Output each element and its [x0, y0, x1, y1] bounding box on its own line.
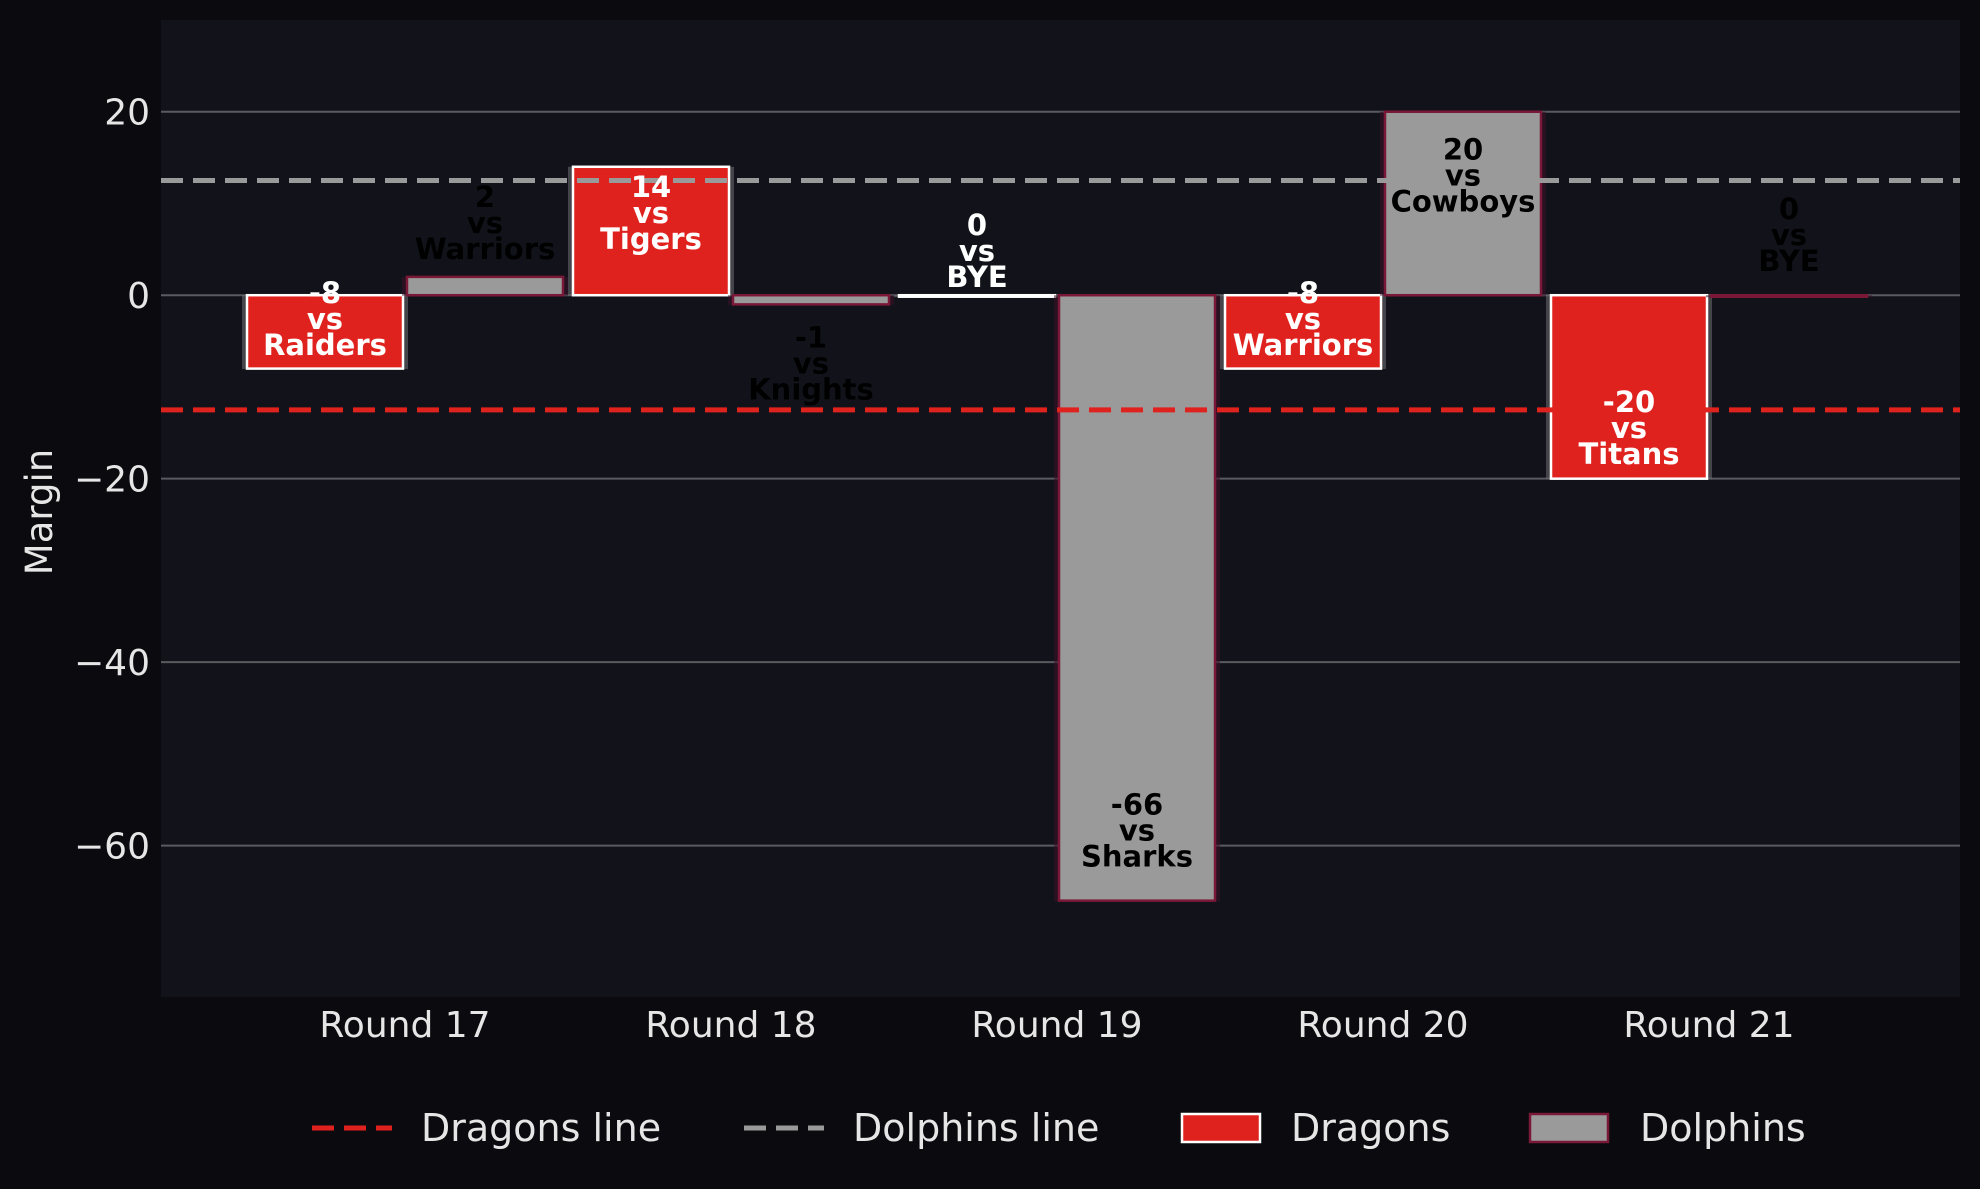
legend-label: Dolphins [1640, 1106, 1806, 1150]
y-tick-label: 20 [104, 93, 150, 134]
bar-label: -8 vs Raiders [263, 276, 387, 362]
legend-label: Dragons line [421, 1106, 661, 1150]
bar-label: -1 vs Knights [748, 320, 874, 406]
bar-label: -20 vs Titans [1578, 385, 1679, 471]
bar-dragons [897, 293, 1057, 298]
bar-dragons [1549, 293, 1709, 480]
y-axis-label: Margin [18, 449, 61, 575]
x-tick-label: Round 17 [319, 1005, 490, 1046]
bar-label: 14 vs Tigers [600, 170, 702, 256]
legend-label: Dragons [1291, 1106, 1450, 1150]
bars [242, 110, 1872, 902]
bar-dragons [245, 293, 405, 370]
bar-label: 0 vs BYE [1758, 192, 1819, 278]
y-tick-label: −60 [74, 827, 150, 868]
bar-dolphins [1057, 293, 1217, 902]
reference-lines [161, 178, 1960, 413]
bar-dolphins [731, 293, 891, 306]
bar-label: -66 vs Sharks [1081, 788, 1193, 874]
bar-label: -8 vs Warriors [1233, 276, 1374, 362]
legend-patch-swatch [1528, 1112, 1610, 1144]
y-tick-label: 0 [127, 276, 150, 317]
x-tick-label: Round 20 [1297, 1005, 1468, 1046]
bar-dolphins [405, 275, 565, 297]
bar-dolphins [1709, 293, 1869, 298]
x-tick-label: Round 19 [971, 1005, 1142, 1046]
legend: Dragons line Dolphins line Dragons Dolphins [312, 1106, 1806, 1150]
legend-label: Dolphins line [853, 1106, 1099, 1150]
bar-dolphins [1383, 110, 1543, 297]
x-tick-label: Round 21 [1623, 1005, 1794, 1046]
axes: Margin 20 0 −20 −40 −60 Round 17 Round 18 Round… [18, 93, 1795, 1046]
bar-label: 20 vs Cowboys [1391, 133, 1536, 219]
x-tick-label: Round 18 [645, 1005, 816, 1046]
bar-labels: -8 vs Raiders 14 vs Tigers 0 vs BYE -8 vs Warriors -… [263, 133, 1820, 874]
bar-dragons [1223, 293, 1383, 370]
legend-patch-swatch [1180, 1112, 1262, 1144]
y-tick-label: −40 [74, 643, 150, 684]
bar-label: 0 vs BYE [946, 208, 1007, 294]
bar-dragons [571, 165, 731, 297]
y-tick-label: −20 [74, 460, 150, 501]
bar-label: 2 vs Warriors [415, 180, 556, 266]
